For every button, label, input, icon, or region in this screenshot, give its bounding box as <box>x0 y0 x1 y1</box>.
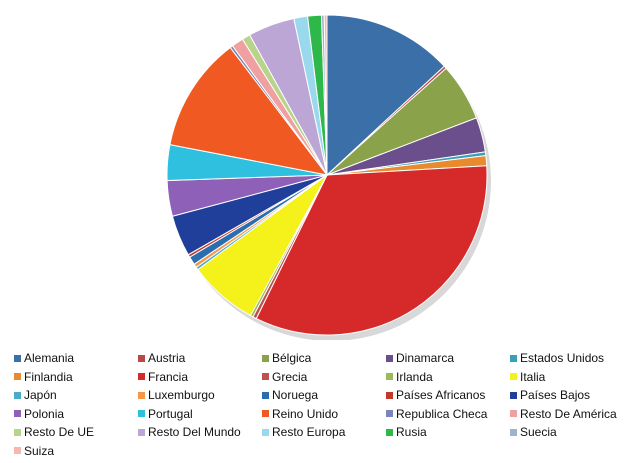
legend-label: Bélgica <box>272 351 312 366</box>
legend-label: Luxemburgo <box>148 388 215 403</box>
legend-swatch <box>138 410 145 418</box>
legend-label: Resto De América <box>520 406 617 421</box>
legend-label: Dinamarca <box>396 351 455 366</box>
legend-swatch <box>510 354 517 362</box>
legend-item: Italia <box>510 368 624 387</box>
legend-swatch <box>510 391 517 399</box>
legend-swatch <box>14 428 21 436</box>
legend-label: Suecia <box>520 425 557 440</box>
legend-label: Suiza <box>24 443 55 458</box>
legend-label: Republica Checa <box>396 406 488 421</box>
pie-chart <box>166 14 491 340</box>
legend-label: Países Africanos <box>396 388 486 403</box>
legend-swatch <box>386 354 393 362</box>
legend-label: Estados Unidos <box>520 351 605 366</box>
legend-label: Grecia <box>272 369 308 384</box>
legend-swatch <box>262 354 269 362</box>
legend-label: Noruega <box>272 388 319 403</box>
legend-item: Finlandia <box>14 368 138 387</box>
legend-swatch <box>510 373 517 381</box>
legend-item: Japón <box>14 386 138 405</box>
legend-item: Grecia <box>262 368 386 387</box>
legend-item: Irlanda <box>386 368 510 387</box>
legend-swatch <box>138 428 145 436</box>
legend-label: Reino Unido <box>272 406 339 421</box>
legend-item: Estados Unidos <box>510 349 624 368</box>
legend-label: Resto Del Mundo <box>148 425 241 440</box>
legend-item: Portugal <box>138 405 262 424</box>
legend-item: Suecia <box>510 423 624 442</box>
pie-slice-francia <box>255 165 488 336</box>
legend-item: Republica Checa <box>386 405 510 424</box>
legend-swatch <box>262 373 269 381</box>
legend-label: Irlanda <box>396 369 433 384</box>
legend-item: Dinamarca <box>386 349 510 368</box>
legend-item: Luxemburgo <box>138 386 262 405</box>
legend-item: Austria <box>138 349 262 368</box>
legend-swatch <box>510 410 517 418</box>
legend-item: Bélgica <box>262 349 386 368</box>
legend-item: Suiza <box>14 442 138 461</box>
legend-swatch <box>14 354 21 362</box>
legend-label: Países Bajos <box>520 388 591 403</box>
legend-swatch <box>14 410 21 418</box>
legend-swatch <box>262 410 269 418</box>
legend-item: Países Bajos <box>510 386 624 405</box>
pie-slice-reino-unido <box>169 46 329 176</box>
legend: Alemania Austria Bélgica Dinamarca Estados U… <box>14 349 624 460</box>
legend-item: Polonia <box>14 405 138 424</box>
legend-label: Francia <box>148 369 189 384</box>
legend-item: Resto De América <box>510 405 624 424</box>
legend-label: Alemania <box>24 351 75 366</box>
legend-swatch <box>14 391 21 399</box>
legend-swatch <box>138 373 145 381</box>
legend-label: Austria <box>148 351 186 366</box>
legend-label: Resto De UE <box>24 425 95 440</box>
legend-item: Alemania <box>14 349 138 368</box>
legend-swatch <box>138 391 145 399</box>
legend-label: Polonia <box>24 406 65 421</box>
legend-label: Resto Europa <box>272 425 346 440</box>
legend-swatch <box>510 428 517 436</box>
legend-label: Finlandia <box>24 369 73 384</box>
legend-item: Países Africanos <box>386 386 510 405</box>
legend-label: Portugal <box>148 406 193 421</box>
legend-swatch <box>386 428 393 436</box>
legend-swatch <box>386 373 393 381</box>
legend-item: Resto Del Mundo <box>138 423 262 442</box>
legend-swatch <box>262 391 269 399</box>
legend-swatch <box>386 391 393 399</box>
legend-item: Resto De UE <box>14 423 138 442</box>
legend-item: Resto Europa <box>262 423 386 442</box>
pie-slice-alemania <box>326 14 446 177</box>
legend-item: Reino Unido <box>262 405 386 424</box>
legend-label: Rusia <box>396 425 427 440</box>
legend-label: Italia <box>520 369 546 384</box>
pie-slice-suiza <box>323 14 328 176</box>
legend-item: Rusia <box>386 423 510 442</box>
legend-swatch <box>14 447 21 455</box>
legend-swatch <box>386 410 393 418</box>
legend-swatch <box>262 428 269 436</box>
legend-swatch <box>138 354 145 362</box>
legend-swatch <box>14 373 21 381</box>
legend-item: Noruega <box>262 386 386 405</box>
legend-label: Japón <box>24 388 57 403</box>
legend-item: Francia <box>138 368 262 387</box>
